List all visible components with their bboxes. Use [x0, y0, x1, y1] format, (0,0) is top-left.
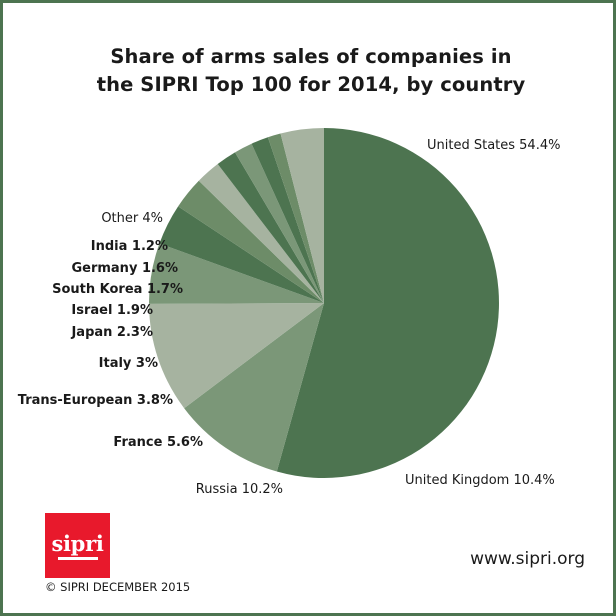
- pie-slice-france: [149, 243, 324, 304]
- slice-label-germany: Germany 1.6%: [71, 261, 178, 276]
- slice-label-united-states: United States 54.4%: [427, 138, 561, 153]
- slice-label-united-kingdom: United Kingdom 10.4%: [405, 473, 555, 488]
- copyright-text: © SIPRI DECEMBER 2015: [45, 580, 191, 594]
- sipri-logo: sipri: [45, 513, 110, 578]
- title-line-1: Share of arms sales of companies in: [110, 45, 512, 68]
- pie-slice-south-korea: [235, 143, 324, 303]
- pie-slice-india: [267, 133, 324, 303]
- pie-slice-japan: [198, 163, 324, 303]
- slice-label-india: India 1.2%: [90, 239, 168, 254]
- page-title: Share of arms sales of companies in the …: [3, 43, 613, 99]
- pie-slice-russia: [149, 303, 324, 409]
- website-url[interactable]: www.sipri.org: [470, 549, 585, 569]
- pie-slice-israel: [217, 152, 324, 303]
- pie-chart-svg: [149, 128, 499, 478]
- pie-slice-trans-european: [159, 206, 324, 303]
- pie-slice-germany: [251, 137, 324, 303]
- pie-slice-other: [280, 128, 324, 303]
- sipri-logo-underline: [57, 557, 98, 560]
- slice-label-italy: Italy 3%: [98, 356, 158, 371]
- slice-label-trans-european: Trans-European 3.8%: [17, 393, 173, 408]
- pie-slice-italy: [178, 180, 324, 303]
- pie-slice-group: [149, 128, 499, 478]
- title-line-2: the SIPRI Top 100 for 2014, by country: [96, 73, 526, 96]
- sipri-logo-wordmark: sipri: [51, 531, 104, 557]
- sipri-logo-text: sipri: [45, 513, 110, 578]
- pie-slice-united-states: [276, 128, 499, 478]
- slice-label-south-korea: South Korea 1.7%: [52, 282, 183, 297]
- slice-label-israel: Israel 1.9%: [71, 303, 153, 318]
- slice-label-other: Other 4%: [101, 211, 163, 226]
- slice-label-japan: Japan 2.3%: [71, 325, 153, 340]
- pie-slice-united-kingdom: [184, 303, 324, 472]
- slice-label-france: France 5.6%: [113, 435, 203, 450]
- slice-label-russia: Russia 10.2%: [195, 482, 283, 497]
- pie-chart: [149, 128, 499, 478]
